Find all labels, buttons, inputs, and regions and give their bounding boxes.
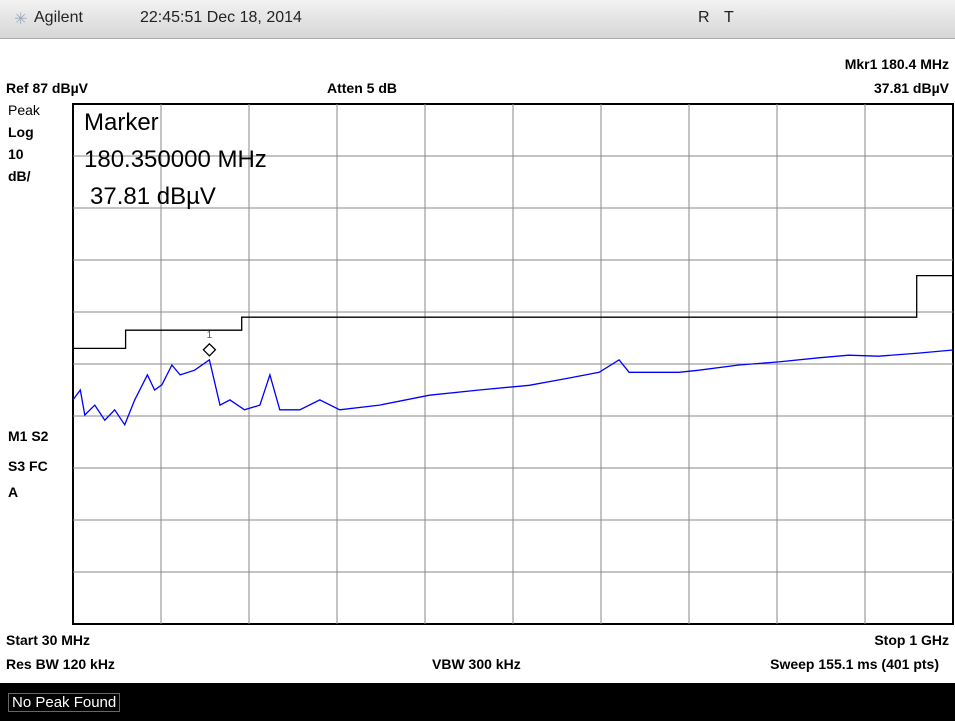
marker-box-level: 37.81 dBµV [90,183,216,210]
start-frequency: Start 30 MHz [6,632,91,648]
attenuation: Atten 5 dB [327,80,397,96]
title-bar: ✳ Agilent 22:45:51 Dec 18, 2014 R T [0,0,955,39]
marker-diamond [202,342,217,357]
status-message: No Peak Found [8,693,121,712]
vbw: VBW 300 kHz [432,656,521,672]
scale-type: Log [8,124,34,140]
marker-level: 37.81 dBµV [874,80,949,96]
flag: R [698,9,710,26]
marker-box-title: Marker [84,109,159,136]
status-bar: No Peak Found [0,683,955,721]
logo: ✳ [14,11,28,28]
scale-value: 10 [8,146,24,162]
datetime: 22:45:51 Dec 18, 2014 [140,9,302,26]
sweep: Sweep 155.1 ms (401 pts) [770,656,939,672]
rbw: Res BW 120 kHz [6,656,115,672]
flag: T [724,9,734,26]
scale-unit: dB/ [8,168,31,184]
marker-number: 1 [207,330,213,341]
flags: M1 S2 [8,428,49,444]
marker-box-frequency: 180.350000 MHz [84,146,267,173]
flags: A [8,484,19,500]
flags: S3 FC [8,458,48,474]
ref-level: Ref 87 dBµV [6,80,88,96]
marker-readout: Mkr1 180.4 MHz [844,56,949,72]
trace [72,349,954,427]
brand: Agilent [34,9,83,26]
detector: Peak [8,102,40,118]
trace [73,274,953,350]
stop-frequency: Stop 1 GHz [874,632,949,648]
